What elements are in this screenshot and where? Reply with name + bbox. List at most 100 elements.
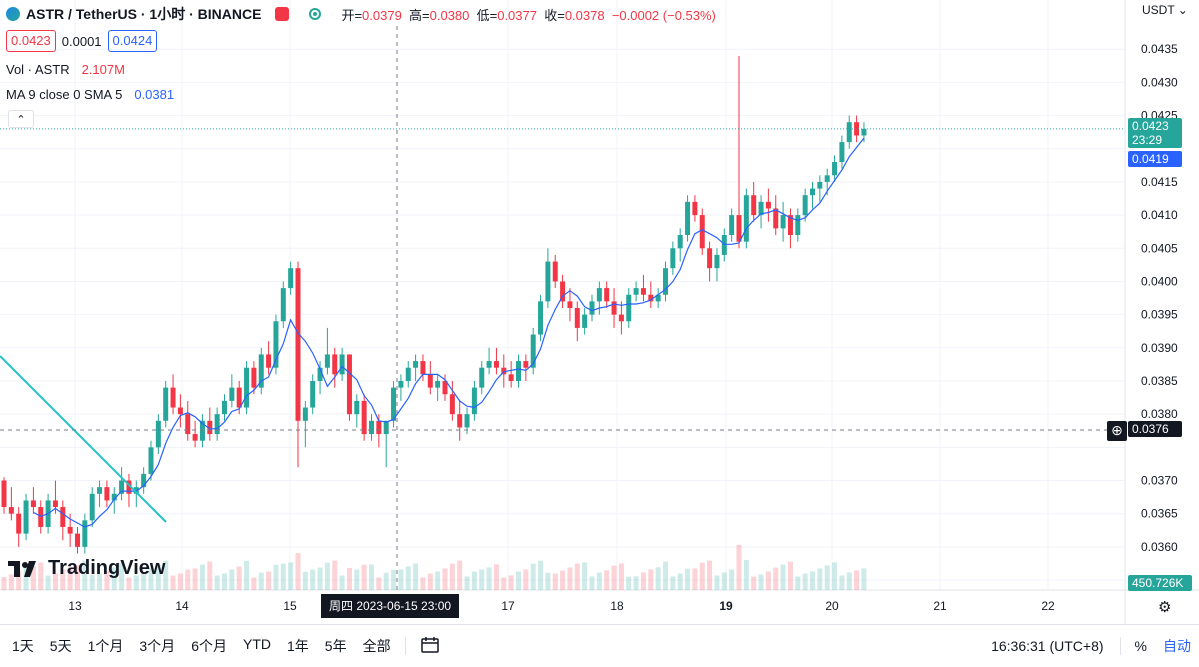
candle-body bbox=[714, 254, 720, 269]
volume-bar bbox=[530, 563, 536, 590]
volume-bar bbox=[773, 567, 779, 590]
currency-selector[interactable]: USDT ⌄ bbox=[1142, 3, 1188, 17]
range-button[interactable]: 3个月 bbox=[139, 638, 176, 654]
candle-body bbox=[765, 201, 771, 209]
volume-bar bbox=[420, 577, 426, 590]
volume-bar bbox=[677, 573, 683, 590]
range-button[interactable]: 6个月 bbox=[191, 638, 227, 654]
tradingview-logo[interactable]: TradingView bbox=[8, 557, 165, 580]
add-alert-button[interactable]: ⊕ bbox=[1107, 421, 1127, 441]
live-indicator-icon[interactable] bbox=[309, 8, 322, 20]
candle-body bbox=[545, 261, 551, 302]
market-status-icon[interactable] bbox=[275, 7, 290, 21]
volume-bar bbox=[449, 563, 455, 590]
chart-settings-button[interactable]: ⚙ bbox=[1158, 598, 1171, 616]
candle-body bbox=[354, 400, 360, 415]
volume-bar bbox=[67, 567, 73, 590]
sell-price-button[interactable]: 0.0423 bbox=[6, 30, 56, 52]
volume-bar bbox=[310, 569, 316, 590]
volume-bar bbox=[721, 572, 727, 590]
percent-scale-button[interactable]: % bbox=[1134, 638, 1147, 654]
ohlc-values: 开=0.0379 高=0.0380 低=0.0377 收=0.0378 −0.0… bbox=[341, 7, 716, 23]
candle-body bbox=[383, 420, 389, 435]
candle-body bbox=[618, 314, 624, 322]
candle-body bbox=[611, 301, 617, 315]
volume-bar bbox=[596, 572, 602, 590]
volume-bar bbox=[663, 561, 668, 590]
volume-bar bbox=[523, 569, 529, 590]
volume-bar bbox=[560, 570, 566, 590]
volume-bar bbox=[207, 561, 213, 590]
volume-bar bbox=[589, 576, 595, 590]
date-range-button[interactable] bbox=[412, 636, 448, 657]
candle-body bbox=[38, 507, 44, 527]
candle-body bbox=[633, 288, 639, 295]
volume-bar bbox=[685, 568, 691, 590]
volume-bar bbox=[16, 570, 22, 590]
buy-price-button[interactable]: 0.0424 bbox=[107, 30, 158, 52]
volume-bar bbox=[236, 566, 242, 590]
ma-indicator-label[interactable]: MA 9 close 0 SMA 5 bbox=[6, 87, 123, 102]
candle-body bbox=[324, 354, 330, 368]
crosshair-date-label: 周四 2023-06-15 23:00 bbox=[321, 594, 460, 618]
candle-body bbox=[861, 128, 867, 136]
price-tick-label: 0.0395 bbox=[1141, 308, 1178, 322]
candle-body bbox=[229, 387, 235, 401]
candle-body bbox=[207, 420, 213, 435]
volume-bar bbox=[611, 565, 617, 590]
candle-body bbox=[30, 500, 36, 508]
collapse-legend-button[interactable]: ⌃ bbox=[8, 110, 34, 128]
volume-bar bbox=[854, 570, 860, 590]
volume-bar bbox=[516, 571, 521, 590]
range-button[interactable]: 5天 bbox=[49, 638, 72, 654]
candle-body bbox=[508, 374, 514, 381]
time-tick-label: 21 bbox=[933, 599, 947, 613]
volume-bar bbox=[795, 576, 801, 590]
volume-bar bbox=[8, 574, 14, 590]
candle-body bbox=[640, 288, 646, 295]
range-button[interactable]: 5年 bbox=[324, 638, 347, 654]
volume-bar bbox=[126, 577, 132, 590]
range-button[interactable]: 1个月 bbox=[87, 638, 124, 654]
candle-body bbox=[177, 407, 183, 415]
candle-body bbox=[486, 361, 492, 368]
volume-indicator-value: 2.107M bbox=[81, 62, 125, 77]
candle-body bbox=[332, 354, 338, 375]
range-button[interactable]: 全部 bbox=[362, 638, 391, 654]
time-tick-label: 19 bbox=[719, 599, 733, 613]
range-button[interactable]: YTD bbox=[242, 636, 271, 652]
volume-bar bbox=[604, 570, 610, 590]
volume-bar bbox=[655, 567, 661, 590]
chart-canvas[interactable]: 0.04350.04300.04250.04150.04100.04050.04… bbox=[0, 0, 1199, 624]
volume-bar bbox=[802, 573, 808, 590]
auto-scale-button[interactable]: 自动 bbox=[1163, 638, 1191, 654]
volume-bar bbox=[861, 568, 867, 590]
clock-time[interactable]: 16:36:31 (UTC+8) bbox=[991, 638, 1104, 654]
candle-body bbox=[663, 268, 668, 295]
candle-body bbox=[648, 294, 654, 302]
range-button[interactable]: 1年 bbox=[286, 638, 309, 654]
volume-bar bbox=[229, 569, 235, 590]
volume-bar bbox=[501, 577, 507, 590]
volume-indicator-label[interactable]: Vol · ASTR bbox=[6, 62, 70, 77]
time-tick-label: 18 bbox=[610, 599, 624, 613]
volume-bar bbox=[317, 567, 323, 590]
candle-body bbox=[67, 526, 73, 534]
candle-body bbox=[795, 215, 801, 236]
volume-bar bbox=[582, 562, 588, 590]
symbol-title[interactable]: ASTR / TetherUS · 1小时 · BINANCE bbox=[26, 6, 262, 22]
volume-bar bbox=[493, 564, 499, 590]
volume-bar bbox=[670, 576, 676, 590]
range-button[interactable]: 1天 bbox=[12, 638, 34, 654]
candle-body bbox=[552, 261, 558, 282]
candle-body bbox=[751, 195, 757, 216]
volume-bar bbox=[332, 560, 338, 590]
candle-body bbox=[574, 308, 580, 328]
candle-body bbox=[802, 195, 808, 216]
volume-bar bbox=[45, 575, 51, 590]
price-tick-label: 0.0415 bbox=[1141, 175, 1178, 189]
volume-bar bbox=[545, 572, 551, 590]
candle-body bbox=[839, 142, 845, 163]
candle-body bbox=[596, 288, 602, 302]
ma-price-tag: 0.0419 bbox=[1128, 151, 1182, 167]
